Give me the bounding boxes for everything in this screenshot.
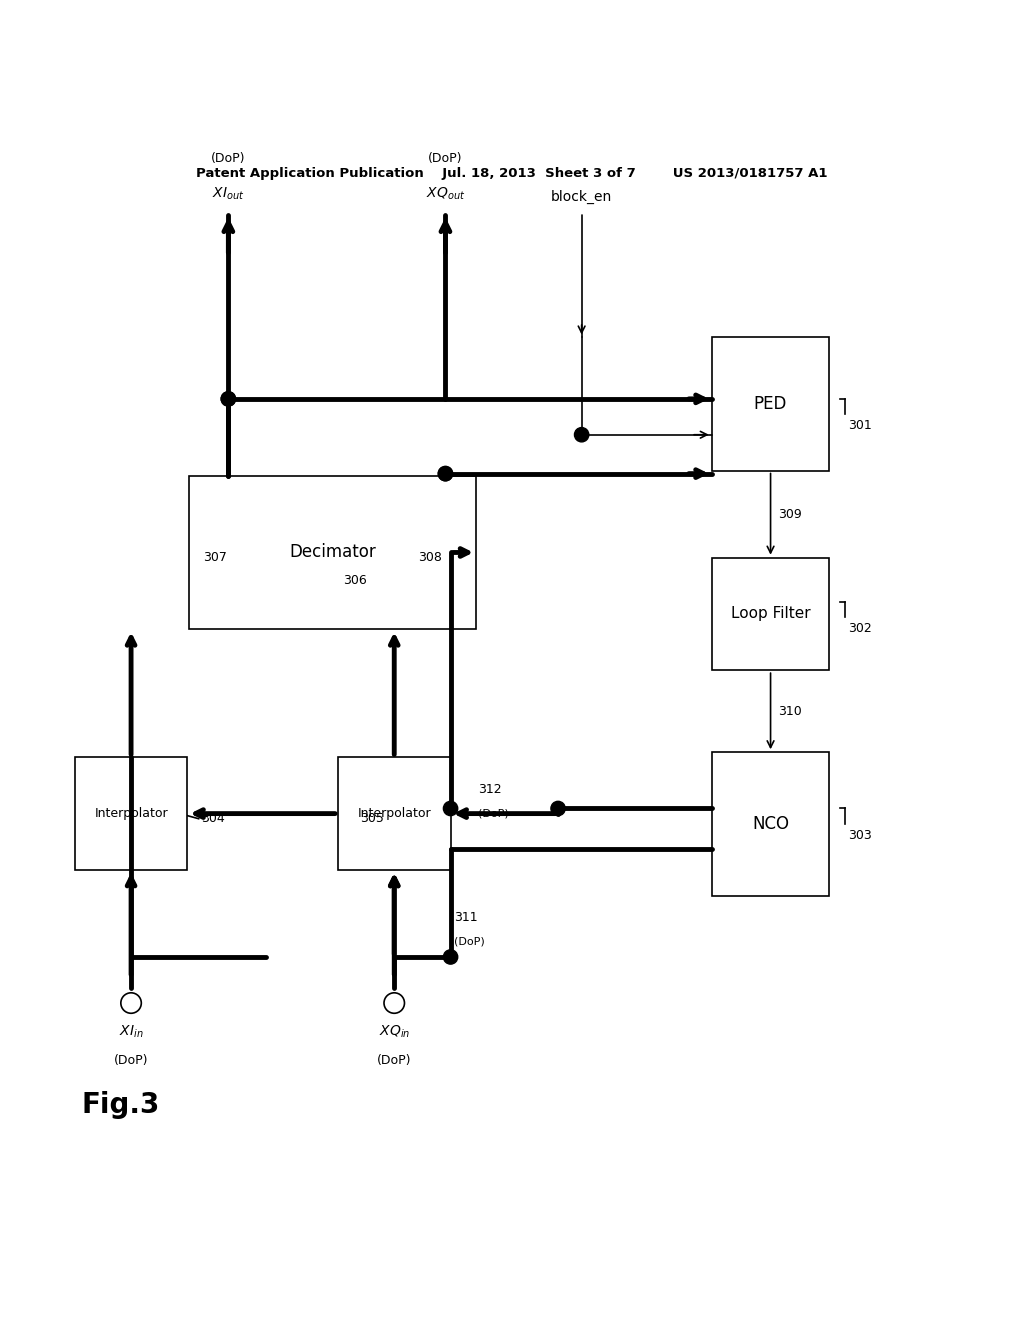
Text: Interpolator: Interpolator [357, 807, 431, 820]
Circle shape [221, 392, 236, 407]
Text: XI$_{in}$: XI$_{in}$ [119, 1023, 143, 1040]
Circle shape [551, 801, 565, 816]
Text: 308: 308 [418, 552, 441, 564]
Text: (DoP): (DoP) [428, 152, 463, 165]
Text: Decimator: Decimator [290, 544, 376, 561]
Text: (DoP): (DoP) [377, 1055, 412, 1068]
Circle shape [438, 466, 453, 480]
Text: Interpolator: Interpolator [94, 807, 168, 820]
Text: Patent Application Publication    Jul. 18, 2013  Sheet 3 of 7        US 2013/018: Patent Application Publication Jul. 18, … [197, 168, 827, 180]
FancyBboxPatch shape [712, 752, 829, 895]
Circle shape [443, 801, 458, 816]
Text: (DoP): (DoP) [478, 808, 509, 818]
Text: (DoP): (DoP) [211, 152, 246, 165]
Text: XI$_{out}$: XI$_{out}$ [212, 186, 245, 202]
Text: 301: 301 [848, 420, 871, 433]
Text: 303: 303 [848, 829, 871, 842]
Text: 310: 310 [778, 705, 802, 718]
Text: Fig.3: Fig.3 [82, 1092, 161, 1119]
Text: XQ$_{out}$: XQ$_{out}$ [426, 186, 465, 202]
Text: PED: PED [754, 395, 787, 413]
Text: 304: 304 [201, 812, 224, 825]
Circle shape [574, 428, 589, 442]
Text: 311: 311 [454, 911, 477, 924]
Text: 306: 306 [343, 574, 367, 586]
Text: 307: 307 [203, 552, 226, 564]
Circle shape [438, 466, 453, 480]
Text: (DoP): (DoP) [114, 1055, 148, 1068]
FancyBboxPatch shape [75, 758, 187, 870]
FancyBboxPatch shape [712, 338, 829, 470]
Text: XQ$_{in}$: XQ$_{in}$ [379, 1023, 410, 1040]
FancyBboxPatch shape [189, 475, 476, 630]
Circle shape [221, 392, 236, 407]
Text: block_en: block_en [551, 190, 612, 205]
Text: 309: 309 [778, 508, 802, 520]
FancyBboxPatch shape [338, 758, 451, 870]
FancyBboxPatch shape [712, 557, 829, 671]
Text: 312: 312 [478, 783, 502, 796]
Text: NCO: NCO [752, 814, 790, 833]
Circle shape [443, 950, 458, 964]
Text: 305: 305 [360, 812, 384, 825]
Text: 302: 302 [848, 622, 871, 635]
Text: (DoP): (DoP) [454, 936, 484, 946]
Text: Loop Filter: Loop Filter [731, 606, 810, 622]
